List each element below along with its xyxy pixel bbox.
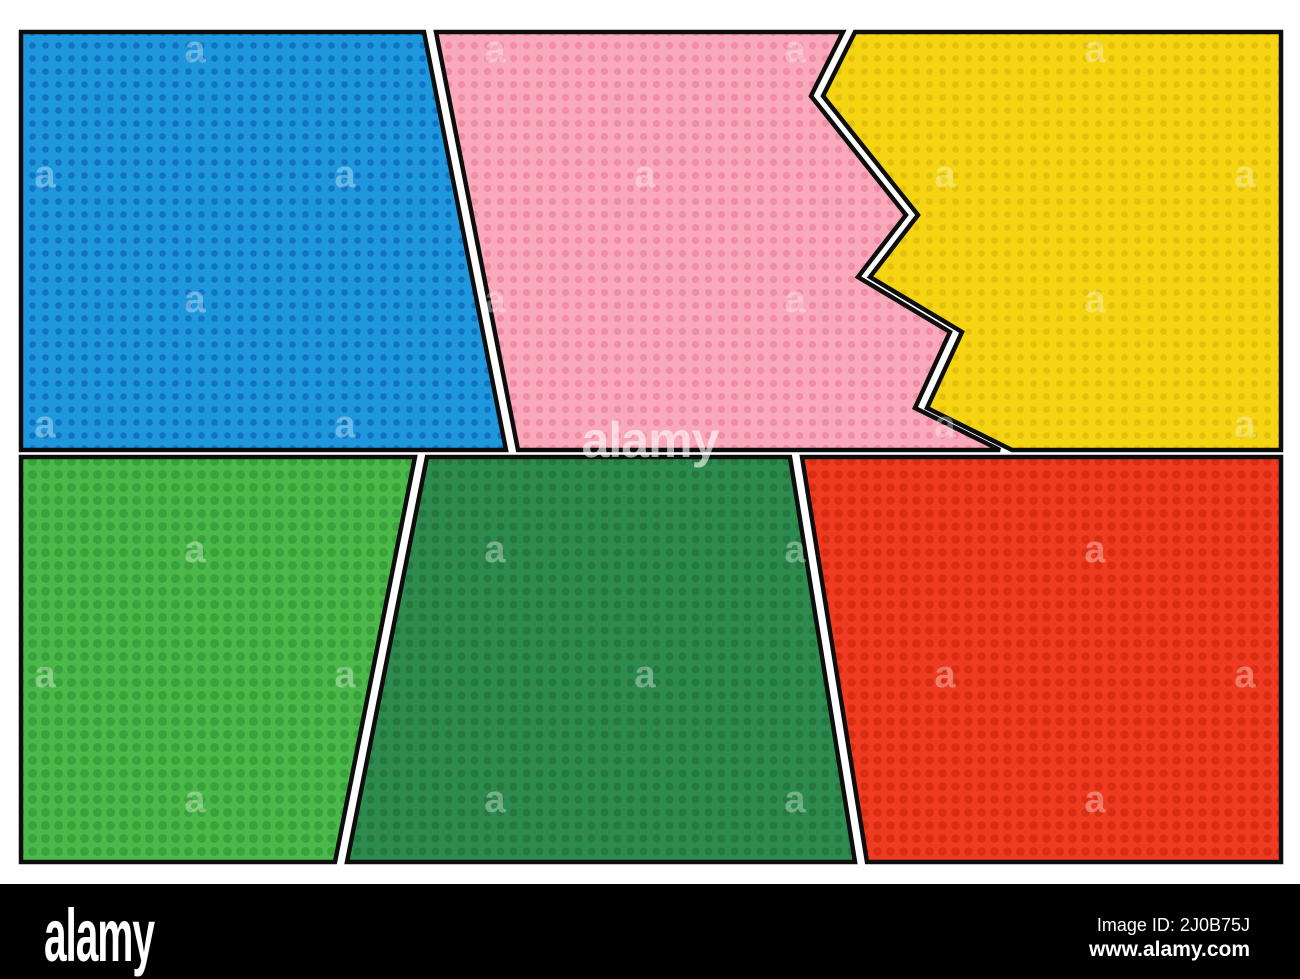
panel-bottom-center-darkgreen — [344, 454, 858, 865]
panel-top-left-blue — [18, 29, 509, 453]
website-url: www.alamy.com — [1088, 937, 1250, 961]
footer-bar: alamy Image ID: 2J0B75J www.alamy.com — [0, 884, 1300, 979]
panel-bottom-left-green — [18, 454, 418, 865]
panel-top-center-pink — [433, 29, 1001, 453]
comic-panels-graphic — [18, 29, 1284, 865]
image-id-label: Image ID: 2J0B75J — [1096, 915, 1250, 936]
panel-top-right-yellow — [820, 29, 1284, 453]
footer-meta: Image ID: 2J0B75J www.alamy.com — [1089, 900, 1250, 963]
panel-bottom-right-red — [799, 454, 1284, 865]
alamy-logo: alamy — [44, 894, 155, 978]
